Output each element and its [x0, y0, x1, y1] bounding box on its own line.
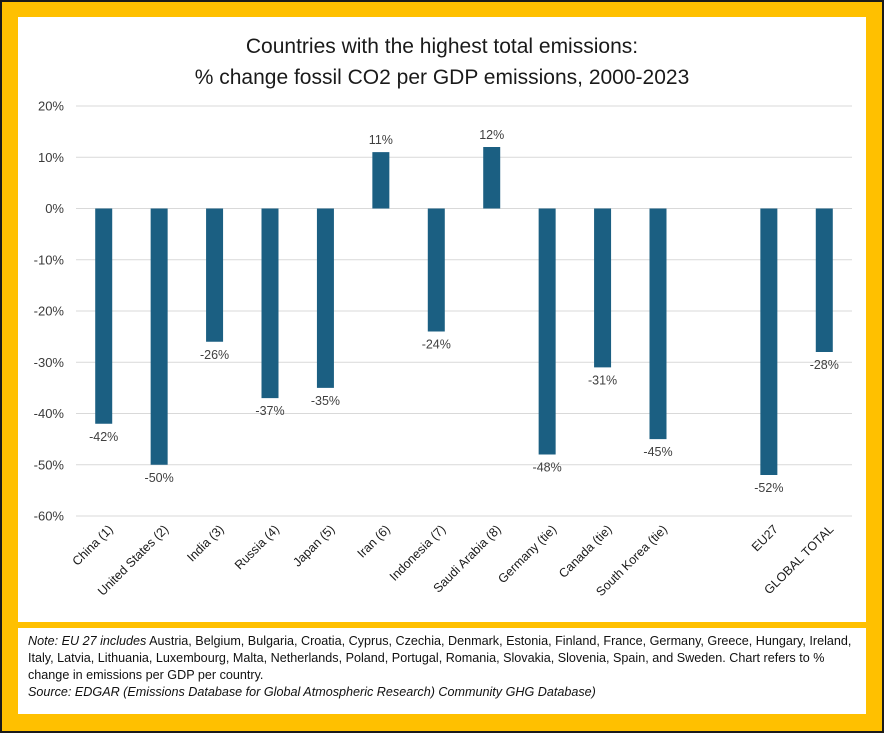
data-label: -52% — [754, 481, 783, 495]
bar — [649, 208, 667, 440]
category-label: Russia (4) — [232, 522, 282, 572]
y-tick-label: 10% — [38, 150, 64, 165]
category-label: Indonesia (7) — [387, 522, 448, 583]
note-paragraph: Note: EU 27 includes Austria, Belgium, B… — [28, 633, 856, 684]
category-label: Canada (tie) — [556, 522, 615, 581]
category-label: Germany (tie) — [495, 522, 559, 586]
bar — [150, 208, 168, 465]
category-label: Iran (6) — [355, 522, 393, 560]
chart-title-line-1: Countries with the highest total emissio… — [245, 35, 639, 58]
bar — [372, 152, 390, 209]
data-label: -48% — [533, 461, 562, 475]
bar-chart: 20% 10% 0% -10% -20% -30% -40% -50% -60% -42% Chin… — [34, 99, 852, 599]
bar — [538, 208, 556, 455]
bar — [427, 208, 445, 332]
note-label: Note: EU 27 includes — [28, 634, 147, 648]
source-text: Source: EDGAR (Emissions Database for Gl… — [28, 685, 596, 699]
y-tick-label: 0% — [45, 201, 64, 216]
bar — [316, 208, 334, 388]
bar — [760, 208, 778, 475]
y-tick-label: -10% — [34, 252, 65, 267]
bar — [206, 208, 224, 342]
data-label: -50% — [145, 471, 174, 485]
category-label: Japan (5) — [290, 522, 337, 569]
bar — [483, 147, 501, 209]
y-tick-label: 20% — [38, 99, 64, 114]
y-tick-label: -50% — [34, 457, 65, 472]
data-label: -42% — [89, 430, 118, 444]
data-label: -37% — [255, 404, 284, 418]
data-label: -35% — [311, 394, 340, 408]
chart-panel: Countries with the highest total emissio… — [18, 17, 866, 622]
category-label: India (3) — [184, 522, 226, 564]
bar — [261, 208, 279, 399]
chart-title-line-2: % change fossil CO2 per GDP emissions, 2… — [194, 66, 690, 89]
data-label: 11% — [369, 133, 393, 147]
data-label: -45% — [643, 445, 672, 459]
category-label: EU27 — [749, 522, 781, 554]
bar — [594, 208, 612, 368]
bar — [815, 208, 833, 352]
category-label: China (1) — [70, 522, 116, 568]
y-tick-label: -30% — [34, 355, 65, 370]
note-box: Note: EU 27 includes Austria, Belgium, B… — [18, 628, 866, 714]
data-label: -28% — [810, 358, 839, 372]
y-tick-label: -20% — [34, 304, 65, 319]
data-label: -24% — [422, 338, 451, 352]
y-tick-label: -60% — [34, 509, 65, 524]
data-label: 12% — [479, 128, 504, 142]
y-tick-label: -40% — [34, 406, 65, 421]
data-label: -26% — [200, 348, 229, 362]
chart-title: Countries with the highest total emissio… — [18, 31, 866, 93]
data-label: -31% — [588, 373, 617, 387]
bar — [95, 208, 113, 424]
note-text: Austria, Belgium, Bulgaria, Croatia, Cyp… — [28, 634, 852, 682]
